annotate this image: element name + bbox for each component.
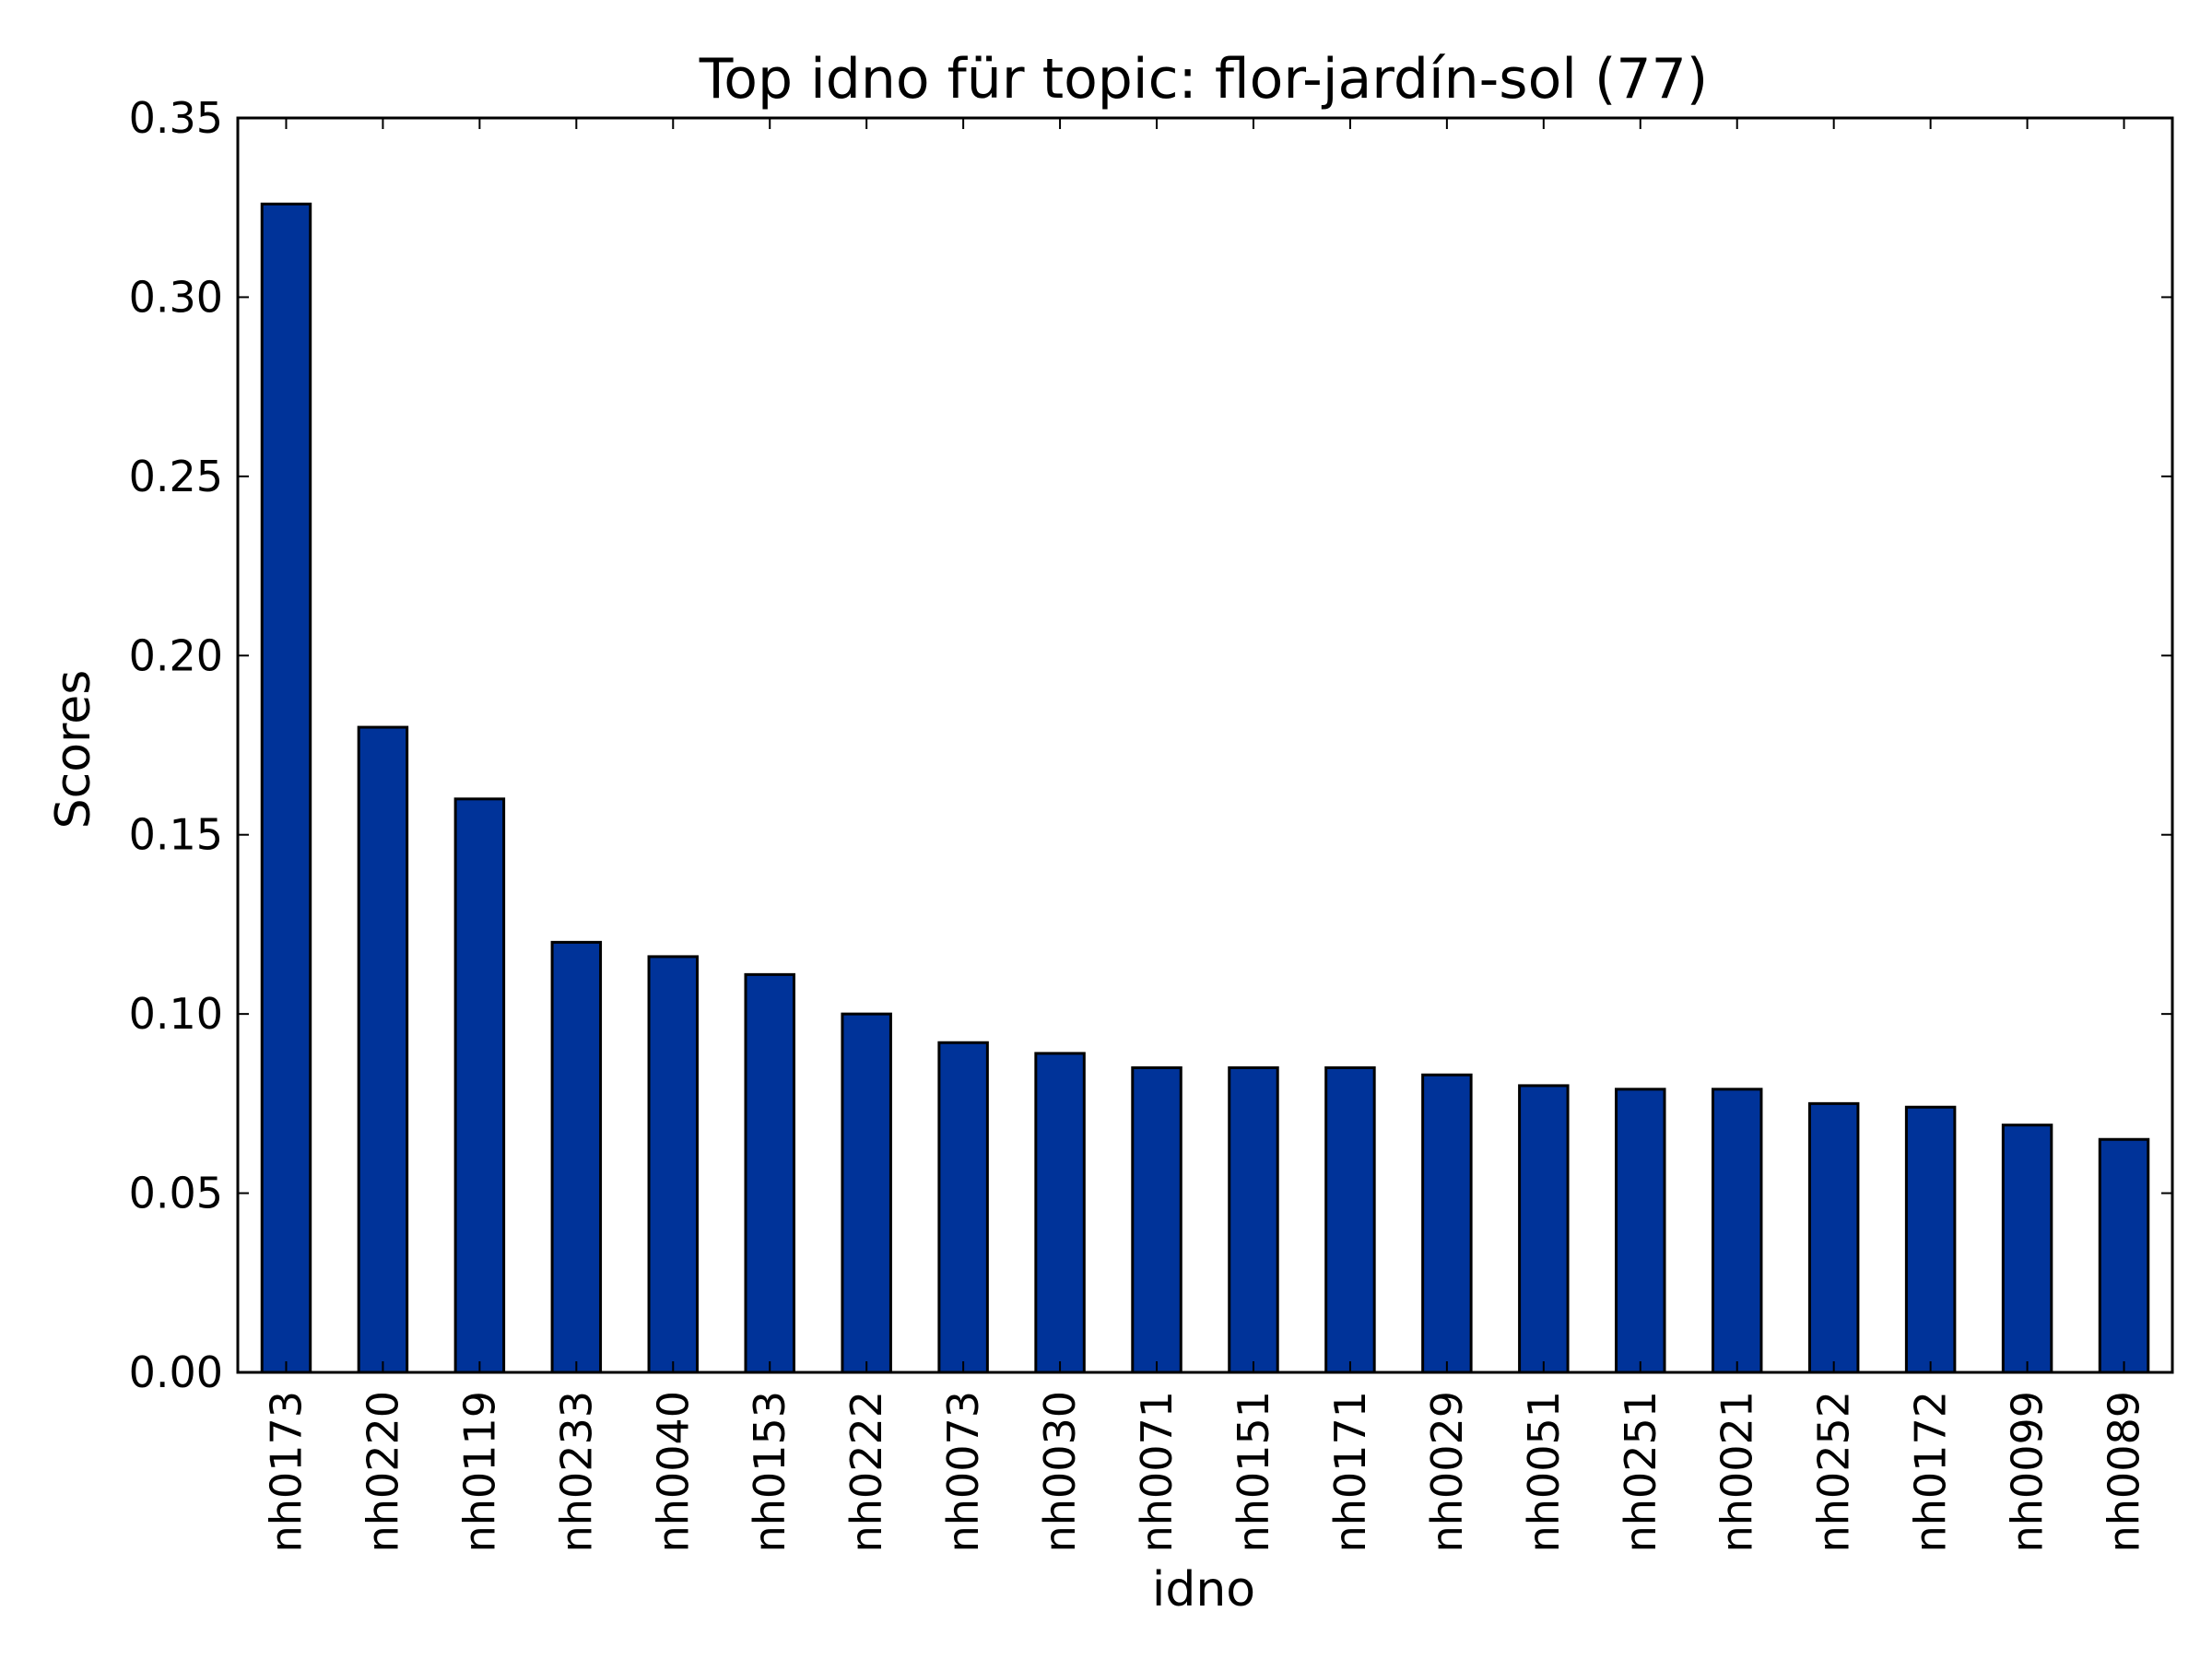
- y-tick-label: 0.30: [129, 272, 223, 322]
- y-tick-label: 0.05: [129, 1169, 223, 1218]
- x-tick-label: nh0071: [1132, 1391, 1182, 1552]
- bar-nh0040: [647, 955, 700, 1374]
- x-tick-label: nh0172: [1906, 1391, 1956, 1552]
- bar-nh0172: [1904, 1105, 1957, 1374]
- bar-nh0029: [1421, 1073, 1473, 1374]
- x-tick-label: nh0173: [261, 1391, 311, 1552]
- y-axis-label: Scores: [46, 670, 101, 830]
- bar-nh0071: [1131, 1065, 1182, 1374]
- x-tick-label: nh0220: [358, 1391, 407, 1552]
- bar-nh0051: [1518, 1084, 1570, 1374]
- y-tick-label: 0.10: [129, 989, 223, 1039]
- x-tick-label: nh0151: [1229, 1391, 1278, 1552]
- bar-nh0021: [1711, 1088, 1763, 1374]
- x-tick-label: nh0021: [1712, 1391, 1762, 1552]
- x-tick-label: nh0051: [1519, 1391, 1569, 1552]
- bar-nh0233: [550, 940, 603, 1374]
- bar-nh0089: [2098, 1137, 2150, 1374]
- x-tick-label: nh0251: [1616, 1391, 1665, 1552]
- bar-nh0030: [1034, 1052, 1086, 1374]
- bar-nh0173: [260, 202, 312, 1374]
- bar-nh0251: [1615, 1088, 1666, 1374]
- y-tick-label: 0.20: [129, 630, 223, 680]
- x-tick-label: nh0089: [2100, 1391, 2149, 1552]
- x-tick-label: nh0073: [938, 1391, 988, 1552]
- y-tick-label: 0.15: [129, 810, 223, 860]
- bar-nh0220: [357, 725, 409, 1374]
- x-tick-label: nh0222: [841, 1391, 891, 1552]
- bar-nh0119: [453, 797, 506, 1374]
- y-tick-label: 0.25: [129, 452, 223, 501]
- x-tick-label: nh0153: [745, 1391, 794, 1552]
- x-axis-label: idno: [1152, 1562, 1255, 1618]
- x-tick-label: nh0233: [551, 1391, 601, 1552]
- bar-nh0171: [1324, 1065, 1376, 1374]
- bar-nh0252: [1807, 1101, 1860, 1374]
- x-tick-label: nh0252: [1809, 1391, 1859, 1552]
- x-tick-label: nh0040: [648, 1391, 698, 1552]
- x-tick-label: nh0099: [2003, 1391, 2053, 1552]
- x-tick-label: nh0029: [1422, 1391, 1472, 1552]
- x-tick-label: nh0171: [1325, 1391, 1375, 1552]
- bar-nh0222: [841, 1012, 892, 1374]
- x-tick-label: nh0030: [1035, 1391, 1085, 1552]
- bar-nh0099: [2001, 1124, 2053, 1374]
- y-tick-label: 0.00: [129, 1347, 223, 1397]
- chart-title: Top idno für topic: flor-jardín-sol (77): [699, 47, 1708, 112]
- plot-area: 0.00 0.05 0.10 0.15 0.20 0.25 0.30 0.35 nh0173 nh…: [129, 93, 2174, 1552]
- bar-nh0151: [1228, 1065, 1279, 1374]
- x-tick-label: nh0119: [454, 1391, 504, 1552]
- bar-nh0153: [744, 972, 795, 1374]
- y-tick-label: 0.35: [129, 93, 223, 143]
- plot-frame: [236, 116, 2174, 1374]
- bar-nh0073: [937, 1041, 989, 1374]
